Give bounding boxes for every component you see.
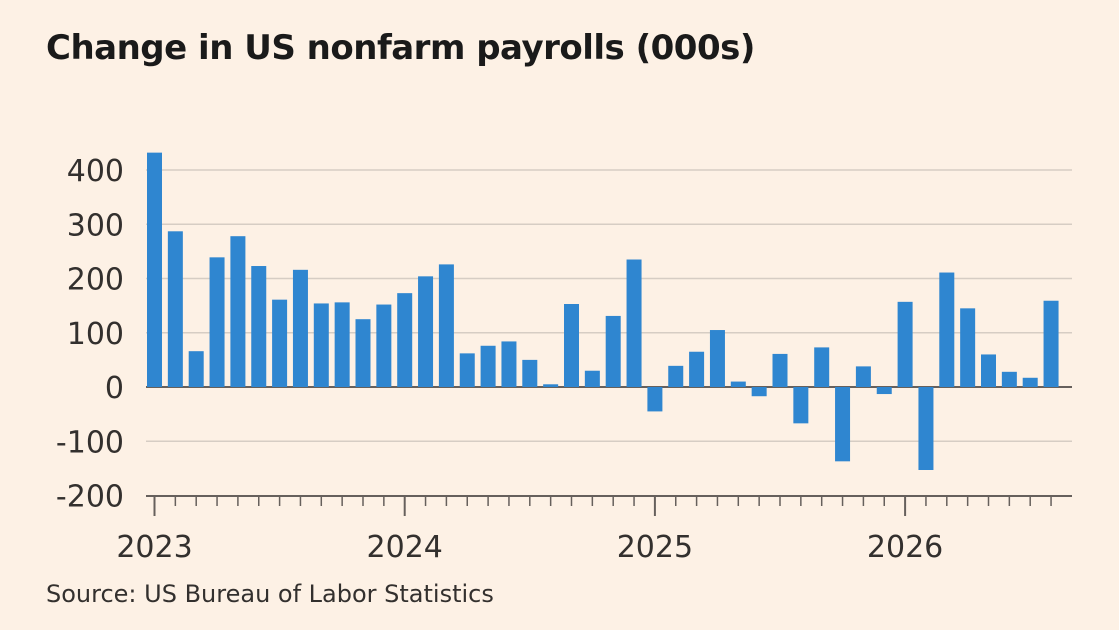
bar — [167, 231, 183, 387]
y-tick-label: 200 — [67, 263, 124, 298]
bar — [147, 152, 162, 387]
bar — [501, 341, 517, 387]
bar — [772, 353, 788, 387]
bar — [960, 308, 976, 387]
bar — [1022, 377, 1038, 387]
bar — [876, 387, 892, 395]
y-tick-label: 400 — [67, 154, 124, 189]
bar — [355, 319, 371, 387]
bar — [564, 304, 579, 387]
source-note: Source: US Bureau of Labor Statistics — [46, 580, 494, 608]
bar — [751, 387, 767, 397]
bar — [334, 302, 350, 387]
y-tick-label: -100 — [56, 425, 124, 460]
bar — [313, 303, 329, 387]
bar — [459, 353, 475, 387]
bar — [251, 266, 267, 387]
bar — [709, 330, 725, 387]
bar — [397, 293, 413, 387]
bar — [939, 272, 955, 387]
bar — [835, 387, 851, 462]
bar — [584, 370, 600, 387]
y-tick-label: 0 — [105, 371, 124, 406]
bar — [897, 301, 913, 387]
bar — [814, 347, 830, 387]
bar — [543, 384, 559, 387]
x-tick-label: 2023 — [116, 530, 192, 565]
y-tick-label: 100 — [67, 317, 124, 352]
bar — [1043, 300, 1059, 387]
bar — [438, 264, 454, 387]
chart-title: Change in US nonfarm payrolls (000s) — [46, 28, 755, 68]
x-tick-label: 2025 — [617, 530, 693, 565]
bar — [376, 304, 392, 387]
bar — [605, 315, 621, 387]
bar — [522, 359, 538, 388]
y-tick-label: 300 — [67, 208, 124, 243]
bar — [209, 257, 225, 387]
bar — [418, 276, 434, 387]
bar — [626, 259, 642, 387]
bar — [981, 354, 996, 387]
y-tick-label: -200 — [56, 480, 124, 515]
bar — [272, 299, 288, 387]
bar — [668, 365, 684, 387]
bar — [480, 345, 496, 387]
bar — [188, 351, 204, 387]
bar — [647, 387, 663, 412]
bar — [230, 236, 246, 387]
bar — [855, 366, 871, 387]
bar — [292, 269, 308, 387]
bar — [793, 387, 809, 424]
x-tick-label: 2026 — [867, 530, 943, 565]
bar — [918, 387, 934, 470]
bar — [1001, 371, 1017, 387]
bar — [689, 351, 705, 387]
x-tick-label: 2024 — [367, 530, 443, 565]
bar — [730, 381, 746, 387]
